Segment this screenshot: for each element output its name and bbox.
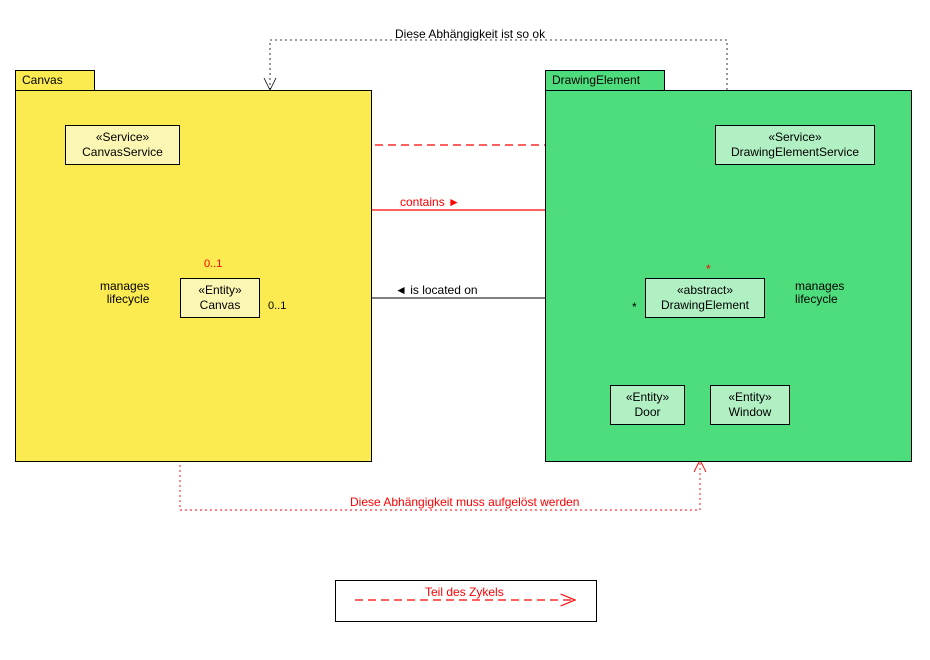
note-ok-label: Diese Abhängigkeit ist so ok [395,27,545,41]
mult-0-1-diamond: 0..1 [204,258,222,270]
mult-star-contains: * [706,262,711,276]
class-door: «Entity» Door [610,385,685,425]
stereotype: «Service» [76,130,169,145]
package-drawing-tab: DrawingElement [545,70,665,90]
manages-right-label: manages lifecycle [795,280,844,306]
class-window: «Entity» Window [710,385,790,425]
class-name: Canvas [200,298,241,312]
class-name: Window [729,405,772,419]
class-name: CanvasService [82,145,163,159]
contains-label: contains ► [400,195,460,209]
note-cycle-label: Diese Abhängigkeit muss aufgelöst werden [350,495,579,509]
located-label: ◄ is located on [395,283,478,297]
manages-right-1: manages [795,279,844,293]
stereotype: «Entity» [621,390,674,405]
stereotype: «abstract» [656,283,754,298]
stereotype: «Service» [726,130,864,145]
package-canvas-tab: Canvas [15,70,95,90]
manages-left-2: lifecycle [107,292,150,306]
class-canvas-entity: «Entity» Canvas [180,278,260,318]
class-drawing-element: «abstract» DrawingElement [645,278,765,318]
manages-left-1: manages [100,279,149,293]
class-name: DrawingElementService [731,145,859,159]
mult-star-located: * [632,300,637,314]
stereotype: «Entity» [191,283,249,298]
manages-right-2: lifecycle [795,292,838,306]
mult-0-1-located: 0..1 [268,300,286,312]
class-name: DrawingElement [661,298,749,312]
stereotype: «Entity» [721,390,779,405]
class-canvas-service: «Service» CanvasService [65,125,180,165]
class-name: Door [634,405,660,419]
class-drawing-service: «Service» DrawingElementService [715,125,875,165]
legend-label: Teil des Zykels [425,585,504,599]
manages-left-label: manages lifecycle [100,280,149,306]
